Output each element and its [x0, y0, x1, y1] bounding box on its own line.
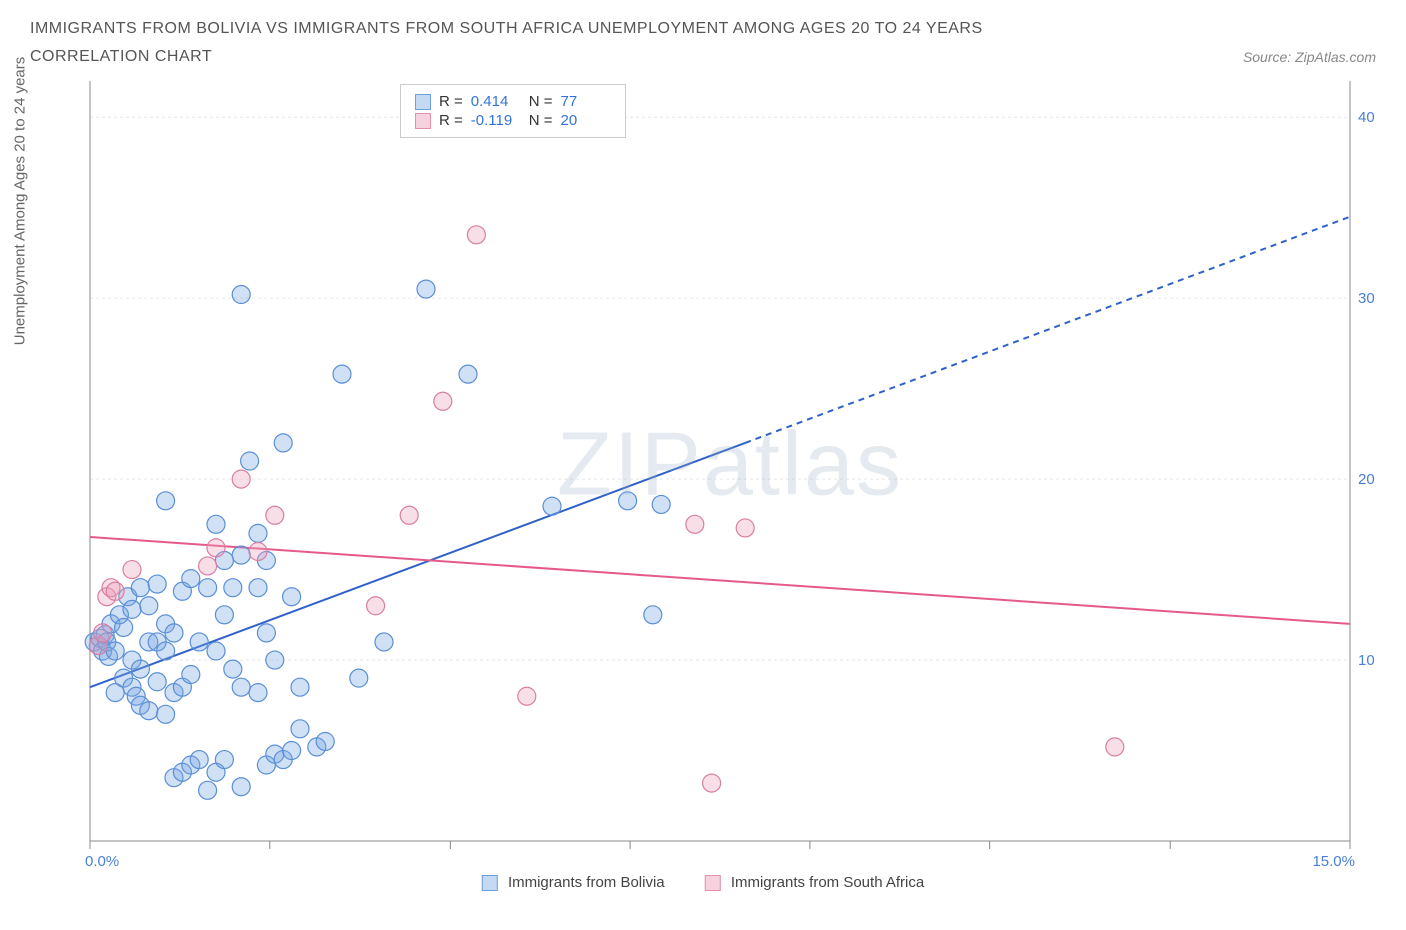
r-label: R =	[439, 112, 463, 129]
swatch-southafrica-icon	[705, 875, 721, 891]
stats-row-southafrica: R = -0.119 N = 20	[415, 112, 611, 129]
correlation-stats-box: R = 0.414 N = 77 R = -0.119 N = 20	[400, 84, 626, 138]
chart-subtitle: CORRELATION CHART	[30, 48, 212, 66]
chart-title: IMMIGRANTS FROM BOLIVIA VS IMMIGRANTS FR…	[30, 20, 1376, 38]
subtitle-row: CORRELATION CHART Source: ZipAtlas.com	[30, 48, 1376, 66]
legend-item-bolivia: Immigrants from Bolivia	[482, 874, 665, 891]
n-label: N =	[529, 93, 553, 110]
source-value: ZipAtlas.com	[1295, 49, 1376, 65]
svg-text:10.0%: 10.0%	[1358, 652, 1376, 669]
n-label: N =	[529, 112, 553, 129]
svg-text:15.0%: 15.0%	[1312, 853, 1355, 870]
y-axis-label: Unemployment Among Ages 20 to 24 years	[12, 57, 29, 346]
svg-text:0.0%: 0.0%	[85, 853, 119, 870]
source-credit: Source: ZipAtlas.com	[1243, 49, 1376, 65]
scatter-plot-svg: 10.0% 20.0% 30.0% 40.0% 0.0% 15.0%	[30, 76, 1376, 886]
swatch-bolivia-icon	[482, 875, 498, 891]
legend-item-southafrica: Immigrants from South Africa	[705, 874, 925, 891]
swatch-bolivia-icon	[415, 94, 431, 110]
n-value-bolivia: 77	[561, 93, 611, 110]
svg-text:40.0%: 40.0%	[1358, 109, 1376, 126]
bottom-legend: Immigrants from Bolivia Immigrants from …	[482, 874, 924, 891]
source-label: Source:	[1243, 49, 1291, 65]
chart-area: Unemployment Among Ages 20 to 24 years Z…	[30, 76, 1376, 886]
swatch-southafrica-icon	[415, 113, 431, 129]
n-value-southafrica: 20	[561, 112, 611, 129]
r-label: R =	[439, 93, 463, 110]
r-value-southafrica: -0.119	[471, 112, 521, 129]
legend-label-bolivia: Immigrants from Bolivia	[508, 874, 665, 891]
svg-text:20.0%: 20.0%	[1358, 471, 1376, 488]
r-value-bolivia: 0.414	[471, 93, 521, 110]
stats-row-bolivia: R = 0.414 N = 77	[415, 93, 611, 110]
legend-label-southafrica: Immigrants from South Africa	[731, 874, 924, 891]
svg-text:30.0%: 30.0%	[1358, 290, 1376, 307]
